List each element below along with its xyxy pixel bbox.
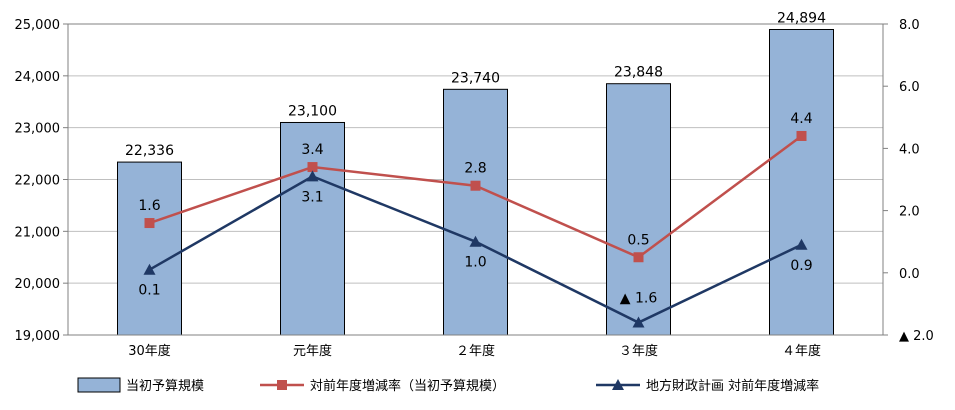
legend-swatch-bar <box>77 377 121 393</box>
category-label: 元年度 <box>293 343 332 359</box>
bar <box>280 121 345 336</box>
data-labels: 22,336 23,100 23,740 23,848 24,894 1.6 3.4 2.8 0… <box>125 10 826 306</box>
series-marker <box>469 235 482 247</box>
rate-label: 4.4 <box>790 111 812 127</box>
bar <box>117 161 182 336</box>
series-marker <box>307 162 318 173</box>
legend-label: 地方財政計画 対前年度増減率 <box>646 378 819 394</box>
rate-label: 2.8 <box>464 161 486 177</box>
series-marker <box>633 252 644 263</box>
bar-value-label: 22,336 <box>125 143 174 159</box>
legend-label: 対前年度増減率（当初予算規模） <box>310 378 505 394</box>
left-tick-label: 22,000 <box>15 174 61 189</box>
right-tick-label: 6.0 <box>899 80 920 95</box>
rate-label: 0.5 <box>627 232 649 248</box>
rate-label: 3.4 <box>301 142 323 158</box>
bar-value-label: 24,894 <box>777 10 826 26</box>
right-tick-label: 2.0 <box>899 205 920 220</box>
series-marker <box>306 170 319 182</box>
category-label: ３年度 <box>619 343 658 359</box>
left-tick-label: 19,000 <box>15 329 61 344</box>
lines <box>143 130 808 328</box>
left-axis-ticks: 19,000 20,000 21,000 22,000 23,000 24,000 25,0… <box>15 18 68 344</box>
category-label: ４年度 <box>782 343 821 359</box>
series-marker <box>143 263 156 275</box>
plan-rate-label: 3.1 <box>301 189 323 205</box>
left-tick-label: 21,000 <box>15 225 61 240</box>
rate-label: 1.6 <box>138 198 160 214</box>
series-marker <box>144 218 155 229</box>
plan-rate-label: 0.1 <box>138 283 160 299</box>
category-label: 30年度 <box>128 343 171 359</box>
category-label: ２年度 <box>456 343 495 359</box>
bar <box>443 88 508 336</box>
plan-rate-label: 0.9 <box>790 258 812 274</box>
series-marker <box>795 238 808 250</box>
bar-value-label: 23,100 <box>288 103 337 119</box>
series-marker <box>277 380 287 390</box>
right-tick-label: 0.0 <box>899 267 920 282</box>
right-tick-label: 8.0 <box>899 18 920 33</box>
left-tick-label: 24,000 <box>15 70 61 85</box>
plan-rate-label: 1.0 <box>464 255 486 271</box>
right-axis-ticks: ▲ 2.0 0.0 2.0 4.0 6.0 8.0 <box>883 18 934 344</box>
bar-value-label: 23,740 <box>451 70 500 86</box>
left-tick-label: 23,000 <box>15 122 61 137</box>
series-marker <box>632 316 645 328</box>
bars <box>117 28 834 336</box>
bar <box>769 28 834 336</box>
legend-label: 当初予算規模 <box>126 379 204 394</box>
bar <box>606 83 671 336</box>
left-tick-label: 20,000 <box>15 277 61 292</box>
right-tick-label: 4.0 <box>899 142 920 157</box>
series-marker <box>612 379 624 390</box>
left-tick-label: 25,000 <box>15 18 61 33</box>
series-marker <box>470 180 481 191</box>
legend: 当初予算規模 対前年度増減率（当初予算規模） 地方財政計画 対前年度増減率 <box>77 377 819 394</box>
bar-value-label: 23,848 <box>614 65 663 81</box>
right-tick-label: ▲ 2.0 <box>899 329 934 344</box>
plan-rate-label: ▲ 1.6 <box>620 291 658 307</box>
series-marker <box>796 130 807 141</box>
category-labels: 30年度 元年度 ２年度 ３年度 ４年度 <box>128 343 821 359</box>
